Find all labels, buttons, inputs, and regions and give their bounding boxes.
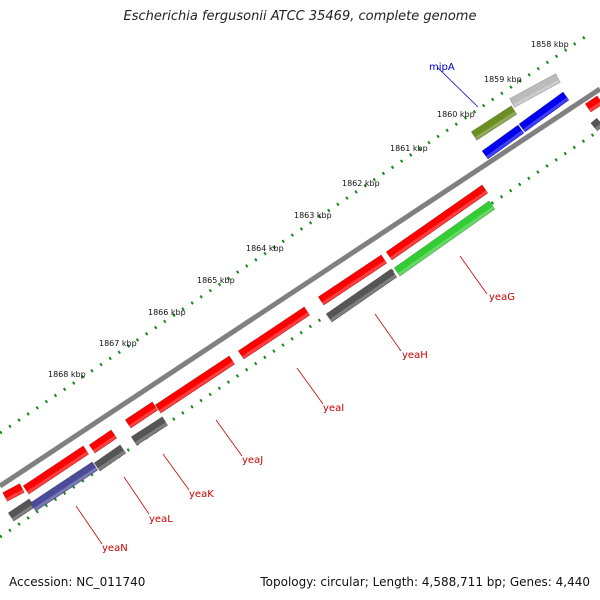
gene-forward-shine [5, 489, 25, 501]
gene-forward-shine [158, 361, 235, 413]
tick-marks: 1858 kbp 1859 kbp 1860 kbp 1861 kbp 1862 kbp… [48, 40, 569, 379]
gene-forward [509, 73, 561, 108]
tick-label: 1858 kbp [531, 40, 569, 49]
gene-reverse [93, 444, 127, 472]
gene-reverse-shine [33, 467, 98, 511]
inner-tick-ring [0, 128, 600, 539]
gene-reverse-shine [97, 450, 126, 471]
gene-forward-shine [128, 407, 158, 428]
gene-label-mipA: mipA [429, 62, 455, 73]
gene-forward [2, 483, 25, 502]
gene-forward [124, 401, 159, 429]
gene-label-yeaG: yeaG [489, 292, 515, 303]
gene-labels: mipA yeaG yeaH yeaI yeaJ yeaK yeaL yeaN [75, 62, 515, 554]
genome-summary-text: Topology: circular; Length: 4,588,711 bp… [260, 575, 590, 589]
gene-leader-line [296, 367, 324, 405]
accession-text: Accession: NC_011740 [9, 575, 146, 589]
gene-forward-shine [241, 312, 310, 359]
tick-label: 1861 kbp [390, 144, 428, 153]
gene-forward-shine [26, 451, 89, 494]
outer-tick-ring [0, 35, 586, 435]
gene-forward-shine [92, 435, 117, 453]
gene-leader-line [459, 255, 488, 295]
gene-reverse [590, 117, 600, 132]
gene-forward [385, 184, 489, 261]
gene-features [2, 73, 600, 522]
gene-reverse [130, 416, 169, 446]
gene-reverse [325, 268, 398, 323]
gene-reverse-shine [397, 206, 495, 276]
gene-leader-line [436, 66, 479, 108]
gene-leader-line [215, 419, 243, 457]
map-title: Escherichia fergusonii ATCC 35469, compl… [123, 9, 477, 24]
gene-reverse [7, 498, 36, 522]
gene-reverse [393, 200, 496, 277]
gene-leader-line [123, 476, 150, 515]
gene-forward-shine [389, 190, 488, 260]
gene-label-yeaH: yeaH [402, 350, 428, 361]
gene-leader-line [374, 313, 402, 352]
gene-label-yeaJ: yeaJ [242, 455, 263, 466]
gene-reverse-shine [134, 422, 168, 445]
gene-forward [154, 355, 236, 414]
gene-leader-line [162, 453, 190, 491]
gene-forward-shine [512, 79, 561, 107]
tick-label: 1868 kbp [48, 370, 86, 379]
tick-label: 1866 kbp [148, 308, 186, 317]
gene-label-yeaL: yeaL [149, 514, 173, 525]
gene-forward [470, 105, 518, 141]
gene-label-yeaK: yeaK [189, 489, 214, 500]
tick-label: 1863 kbp [294, 211, 332, 220]
tick-label: 1859 kbp [484, 75, 522, 84]
tick-label: 1867 kbp [99, 339, 137, 348]
tick-label: 1865 kbp [197, 276, 235, 285]
gene-label-yeaN: yeaN [102, 543, 128, 554]
tick-label: 1860 kbp [437, 110, 475, 119]
gene-reverse [481, 124, 525, 160]
genome-backbone [0, 86, 600, 489]
gene-forward [22, 445, 90, 495]
gene-forward-shine [474, 111, 517, 140]
gene-reverse-shine [11, 504, 35, 521]
gene-reverse [29, 461, 99, 512]
gene-forward [584, 95, 600, 113]
gene-forward [317, 254, 388, 306]
gene-reverse-shine [594, 123, 600, 131]
gene-label-yeaI: yeaI [323, 403, 344, 414]
gene-forward [88, 429, 118, 454]
tick-label: 1864 kbp [246, 244, 284, 253]
gene-forward [237, 306, 311, 360]
gene-leader-line [75, 505, 103, 545]
gene-reverse-shine [522, 97, 569, 132]
gene-reverse-shine [329, 274, 397, 322]
gene-forward-shine [588, 101, 600, 112]
gene-forward-shine [321, 260, 387, 305]
gene-reverse-shine [485, 130, 524, 159]
gene-reverse [518, 91, 570, 133]
tick-label: 1862 kbp [342, 179, 380, 188]
